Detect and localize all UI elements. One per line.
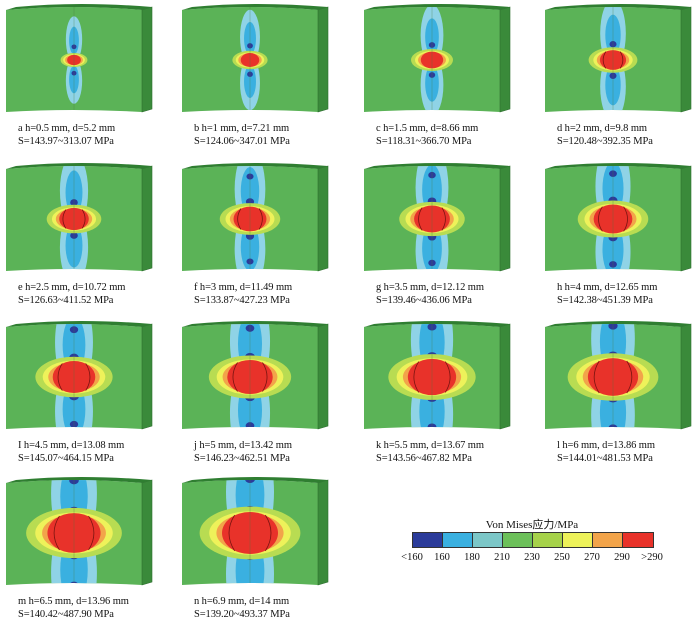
contour-panel-h: h h=4 mm, d=12.65 mm S=142.38~451.39 MPa bbox=[543, 163, 700, 315]
legend-tick-label: 290 bbox=[614, 552, 630, 563]
legend-swatch bbox=[443, 533, 473, 547]
legend-tick-label: <160 bbox=[401, 552, 423, 563]
legend-swatch bbox=[473, 533, 503, 547]
contour-panel-k: k h=5.5 mm, d=13.67 mm S=143.56~467.82 MP… bbox=[362, 321, 520, 473]
panel-caption-stress-range: S=124.06~347.01 MPa bbox=[194, 136, 290, 147]
contour-panel-a: a h=0.5 mm, d=5.2 mm S=143.97~313.07 MPa bbox=[4, 4, 162, 156]
panel-caption-stress-range: S=142.38~451.39 MPa bbox=[557, 295, 653, 306]
panel-caption-stress-range: S=139.20~493.37 MPa bbox=[194, 609, 290, 620]
contour-panel-j: j h=5 mm, d=13.42 mm S=146.23~462.51 MPa bbox=[180, 321, 338, 473]
panel-caption-stress-range: S=145.07~464.15 MPa bbox=[18, 453, 114, 464]
contour-panel-n: n h=6.9 mm, d=14 mm S=139.20~493.37 MPa bbox=[180, 477, 338, 629]
legend-swatch bbox=[623, 533, 653, 547]
panel-caption-params: h h=4 mm, d=12.65 mm bbox=[557, 282, 658, 293]
contour-panel-f: f h=3 mm, d=11.49 mm S=133.87~427.23 MPa bbox=[180, 163, 338, 315]
panel-caption-stress-range: S=146.23~462.51 MPa bbox=[194, 453, 290, 464]
panel-caption-stress-range: S=143.56~467.82 MPa bbox=[376, 453, 472, 464]
panel-caption-stress-range: S=120.48~392.35 MPa bbox=[557, 136, 653, 147]
panel-caption-params: l h=6 mm, d=13.86 mm bbox=[557, 440, 655, 451]
panel-caption-params: f h=3 mm, d=11.49 mm bbox=[194, 282, 293, 293]
panel-caption-stress-range: S=133.87~427.23 MPa bbox=[194, 295, 290, 306]
legend-title: Von Mises应力/MPa bbox=[485, 519, 579, 531]
stress-contour-plot bbox=[364, 4, 511, 113]
panel-caption-params: c h=1.5 mm, d=8.66 mm bbox=[376, 123, 479, 134]
panel-caption-stress-range: S=144.01~481.53 MPa bbox=[557, 453, 653, 464]
legend-swatch bbox=[563, 533, 593, 547]
legend-color-bar bbox=[412, 532, 654, 548]
stress-contour-plot bbox=[545, 4, 692, 113]
panel-caption-params: e h=2.5 mm, d=10.72 mm bbox=[18, 282, 126, 293]
panel-caption-params: m h=6.5 mm, d=13.96 mm bbox=[18, 596, 129, 607]
panel-caption-params: n h=6.9 mm, d=14 mm bbox=[194, 596, 290, 607]
stress-contour-plot bbox=[6, 477, 153, 586]
panel-caption-stress-range: S=118.31~366.70 MPa bbox=[376, 136, 472, 147]
stress-contour-plot bbox=[182, 163, 329, 272]
panel-caption-params: b h=1 mm, d=7.21 mm bbox=[194, 123, 290, 134]
panel-caption-params: I h=4.5 mm, d=13.08 mm bbox=[18, 440, 125, 451]
legend-tick-label: 230 bbox=[524, 552, 540, 563]
panel-caption-stress-range: S=139.46~436.06 MPa bbox=[376, 295, 472, 306]
contour-panel-I: I h=4.5 mm, d=13.08 mm S=145.07~464.15 MP… bbox=[4, 321, 162, 473]
legend-swatch bbox=[503, 533, 533, 547]
panel-caption-params: a h=0.5 mm, d=5.2 mm bbox=[18, 123, 116, 134]
contour-panel-b: b h=1 mm, d=7.21 mm S=124.06~347.01 MPa bbox=[180, 4, 338, 156]
contour-panel-g: g h=3.5 mm, d=12.12 mm S=139.46~436.06 MP… bbox=[362, 163, 520, 315]
stress-contour-plot bbox=[545, 321, 692, 430]
contour-panel-c: c h=1.5 mm, d=8.66 mm S=118.31~366.70 MPa bbox=[362, 4, 520, 156]
contour-panel-m: m h=6.5 mm, d=13.96 mm S=140.42~487.90 MP… bbox=[4, 477, 162, 629]
stress-contour-plot bbox=[6, 4, 153, 113]
legend-swatch bbox=[413, 533, 443, 547]
legend-swatch bbox=[593, 533, 623, 547]
stress-contour-plot bbox=[545, 163, 692, 272]
panel-caption-params: d h=2 mm, d=9.8 mm bbox=[557, 123, 647, 134]
panel-caption-stress-range: S=140.42~487.90 MPa bbox=[18, 609, 114, 620]
legend-tick-label: >290 bbox=[641, 552, 663, 563]
legend-swatch bbox=[533, 533, 563, 547]
legend-tick-label: 270 bbox=[584, 552, 600, 563]
stress-contour-plot bbox=[182, 321, 329, 430]
contour-panel-e: e h=2.5 mm, d=10.72 mm S=126.63~411.52 MP… bbox=[4, 163, 162, 315]
legend-tick-label: 180 bbox=[464, 552, 480, 563]
legend-tick-label: 210 bbox=[494, 552, 510, 563]
panel-caption-params: j h=5 mm, d=13.42 mm bbox=[194, 440, 292, 451]
contour-panel-d: d h=2 mm, d=9.8 mm S=120.48~392.35 MPa bbox=[543, 4, 700, 156]
stress-legend: Von Mises应力/MPa <160 160 180 210 230 250 270 29… bbox=[382, 516, 682, 576]
panel-caption-params: g h=3.5 mm, d=12.12 mm bbox=[376, 282, 484, 293]
stress-contour-plot bbox=[364, 321, 511, 430]
contour-panel-l: l h=6 mm, d=13.86 mm S=144.01~481.53 MPa bbox=[543, 321, 700, 473]
panel-caption-params: k h=5.5 mm, d=13.67 mm bbox=[376, 440, 484, 451]
legend-tick-label: 160 bbox=[434, 552, 450, 563]
panel-caption-stress-range: S=126.63~411.52 MPa bbox=[18, 295, 114, 306]
stress-contour-plot bbox=[182, 4, 329, 113]
legend-tick-label: 250 bbox=[554, 552, 570, 563]
stress-contour-plot bbox=[182, 477, 329, 586]
stress-contour-plot bbox=[364, 163, 511, 272]
stress-contour-plot bbox=[6, 163, 153, 272]
stress-contour-plot bbox=[6, 321, 153, 430]
panel-caption-stress-range: S=143.97~313.07 MPa bbox=[18, 136, 114, 147]
